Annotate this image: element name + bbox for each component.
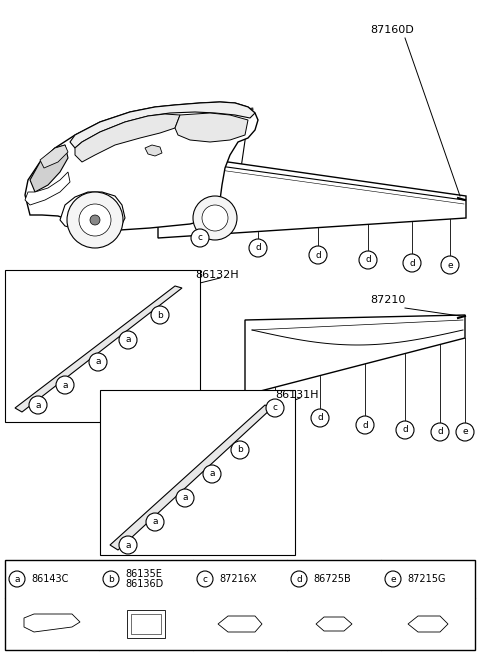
Circle shape <box>119 536 137 554</box>
Circle shape <box>403 254 421 272</box>
Circle shape <box>90 215 100 225</box>
Text: 86136D: 86136D <box>125 579 163 589</box>
Polygon shape <box>316 617 352 631</box>
Text: b: b <box>157 310 163 320</box>
Text: a: a <box>182 493 188 502</box>
Text: d: d <box>315 250 321 259</box>
Polygon shape <box>408 616 448 632</box>
Circle shape <box>9 571 25 587</box>
Circle shape <box>176 489 194 507</box>
Text: 87216X: 87216X <box>219 574 256 584</box>
Text: 86135E: 86135E <box>125 569 162 579</box>
Circle shape <box>79 204 111 236</box>
Text: b: b <box>108 574 114 584</box>
Circle shape <box>309 246 327 264</box>
Polygon shape <box>60 192 125 232</box>
Polygon shape <box>75 114 180 162</box>
Text: c: c <box>273 403 277 413</box>
Text: 87160D: 87160D <box>370 25 414 35</box>
Text: e: e <box>447 261 453 269</box>
Circle shape <box>385 571 401 587</box>
Polygon shape <box>25 102 258 230</box>
Polygon shape <box>40 145 68 168</box>
Polygon shape <box>24 614 80 632</box>
Text: a: a <box>14 574 20 584</box>
Text: d: d <box>362 421 368 430</box>
Polygon shape <box>70 102 255 148</box>
Circle shape <box>197 571 213 587</box>
Text: a: a <box>152 517 158 527</box>
Text: 87210: 87210 <box>370 295 406 305</box>
Text: a: a <box>125 540 131 550</box>
Circle shape <box>56 376 74 394</box>
Circle shape <box>119 331 137 349</box>
Circle shape <box>291 571 307 587</box>
Bar <box>5 270 200 422</box>
Bar <box>127 610 165 638</box>
Text: 87215G: 87215G <box>407 574 445 584</box>
Text: a: a <box>209 470 215 479</box>
Polygon shape <box>15 286 182 412</box>
Circle shape <box>203 465 221 483</box>
Text: 86143C: 86143C <box>31 574 68 584</box>
Bar <box>131 614 161 634</box>
Bar <box>100 390 295 555</box>
Circle shape <box>103 571 119 587</box>
Circle shape <box>396 421 414 439</box>
Text: d: d <box>296 574 302 584</box>
Circle shape <box>151 306 169 324</box>
Text: d: d <box>255 244 261 252</box>
Polygon shape <box>25 172 70 205</box>
Text: a: a <box>35 400 41 409</box>
Circle shape <box>202 205 228 231</box>
Polygon shape <box>110 405 272 550</box>
Polygon shape <box>175 113 248 142</box>
Circle shape <box>191 229 209 247</box>
Circle shape <box>266 399 284 417</box>
Polygon shape <box>158 152 466 238</box>
Text: a: a <box>62 381 68 390</box>
Circle shape <box>356 416 374 434</box>
Polygon shape <box>245 315 465 395</box>
Text: d: d <box>317 413 323 422</box>
Circle shape <box>146 513 164 531</box>
Text: 86131H: 86131H <box>275 390 319 400</box>
Circle shape <box>89 353 107 371</box>
Text: 86725B: 86725B <box>313 574 351 584</box>
Text: a: a <box>95 358 101 367</box>
Text: b: b <box>237 445 243 455</box>
Polygon shape <box>218 616 262 632</box>
Circle shape <box>441 256 459 274</box>
Polygon shape <box>30 145 68 192</box>
Text: d: d <box>437 428 443 436</box>
Circle shape <box>193 196 237 240</box>
Text: d: d <box>409 259 415 267</box>
Text: e: e <box>390 574 396 584</box>
Circle shape <box>456 423 474 441</box>
Text: c: c <box>197 233 203 242</box>
Text: a: a <box>125 335 131 345</box>
Circle shape <box>359 251 377 269</box>
Text: 86132H: 86132H <box>195 270 239 280</box>
Circle shape <box>231 441 249 459</box>
Polygon shape <box>145 145 162 156</box>
Text: d: d <box>365 255 371 265</box>
Bar <box>5 560 475 650</box>
Circle shape <box>67 192 123 248</box>
Circle shape <box>249 239 267 257</box>
Circle shape <box>431 423 449 441</box>
Text: d: d <box>402 426 408 434</box>
Circle shape <box>311 409 329 427</box>
Text: e: e <box>462 428 468 436</box>
Text: c: c <box>203 574 207 584</box>
Circle shape <box>29 396 47 414</box>
